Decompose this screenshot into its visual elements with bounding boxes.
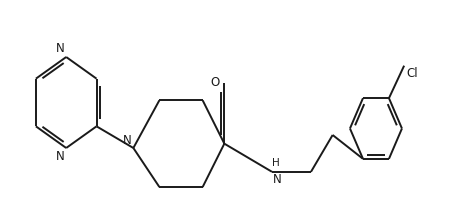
Text: N: N [56,42,65,55]
Text: O: O [211,76,220,89]
Text: N: N [56,150,65,163]
Text: N: N [123,134,131,147]
Text: Cl: Cl [406,66,418,80]
Text: H: H [273,158,280,168]
Text: N: N [273,173,281,186]
